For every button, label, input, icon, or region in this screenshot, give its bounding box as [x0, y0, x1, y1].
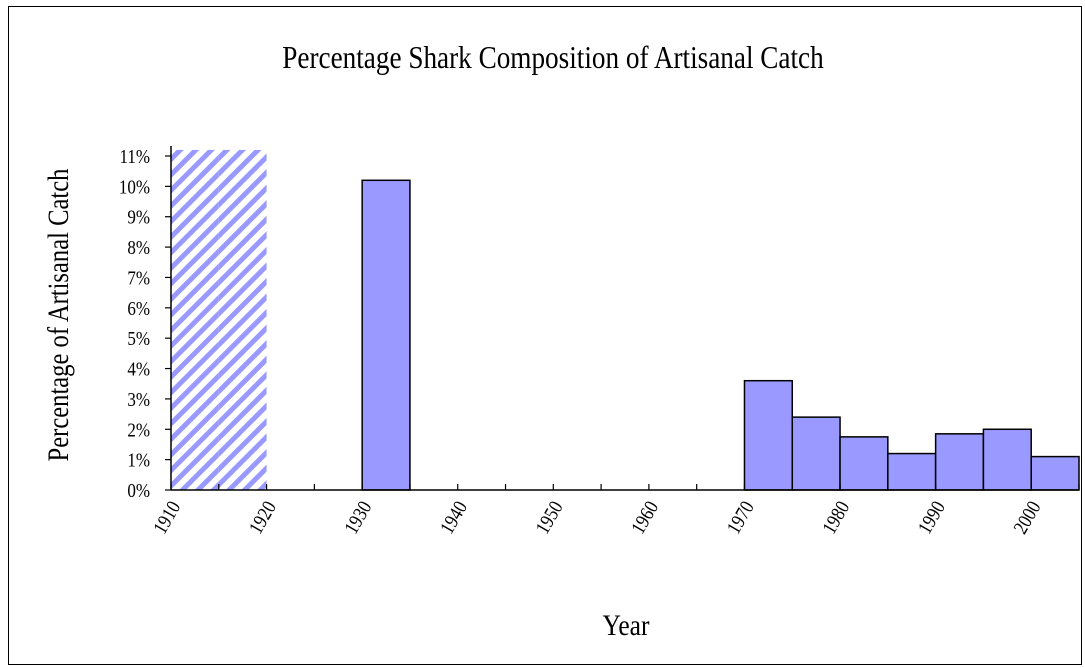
x-tick-label: 1990	[914, 497, 951, 538]
y-tick-label: 3%	[127, 389, 150, 412]
y-axis-label: Percentage of Artisanal Catch	[42, 168, 75, 461]
y-tick-label: 0%	[127, 480, 150, 503]
x-tick-label: 1910	[149, 497, 186, 538]
y-tick-label: 11%	[119, 146, 150, 169]
bar-1910-hatched	[171, 149, 219, 490]
x-tick-label: 1970	[723, 497, 760, 538]
x-tick-label: 1940	[436, 497, 473, 538]
bar-1985	[887, 452, 937, 491]
bar-1995	[982, 428, 1032, 491]
y-tick-label: 1%	[127, 449, 150, 472]
bar-1970	[743, 379, 794, 491]
y-tick-label: 9%	[127, 206, 150, 229]
x-tick-label: 1950	[531, 497, 568, 538]
bar-1975	[791, 416, 841, 491]
bar-1930	[361, 179, 411, 491]
axes-layer	[165, 146, 1080, 491]
y-tick-label: 2%	[127, 419, 150, 442]
x-axis-label: Year	[603, 609, 651, 642]
x-tick-label: 1930	[340, 497, 377, 538]
x-tick-label: 1920	[245, 497, 282, 538]
y-tick-label: 5%	[127, 328, 150, 351]
y-tick-label: 6%	[127, 298, 150, 321]
x-tick-label: 1960	[627, 497, 664, 538]
x-tick-label: 2000	[1009, 497, 1046, 538]
y-tick-label: 10%	[119, 176, 150, 199]
bar-1990	[934, 433, 985, 491]
bar-1915-hatched	[218, 149, 267, 490]
bars-layer	[171, 149, 1080, 491]
bar-2000	[1030, 455, 1080, 491]
y-tick-label: 4%	[127, 358, 150, 381]
chart-title: Percentage Shark Composition of Artisana…	[282, 41, 824, 75]
y-tick-label: 8%	[127, 237, 150, 260]
bar-1980	[839, 436, 889, 491]
x-tick-label: 1980	[818, 497, 855, 538]
y-tick-label: 7%	[127, 267, 150, 290]
